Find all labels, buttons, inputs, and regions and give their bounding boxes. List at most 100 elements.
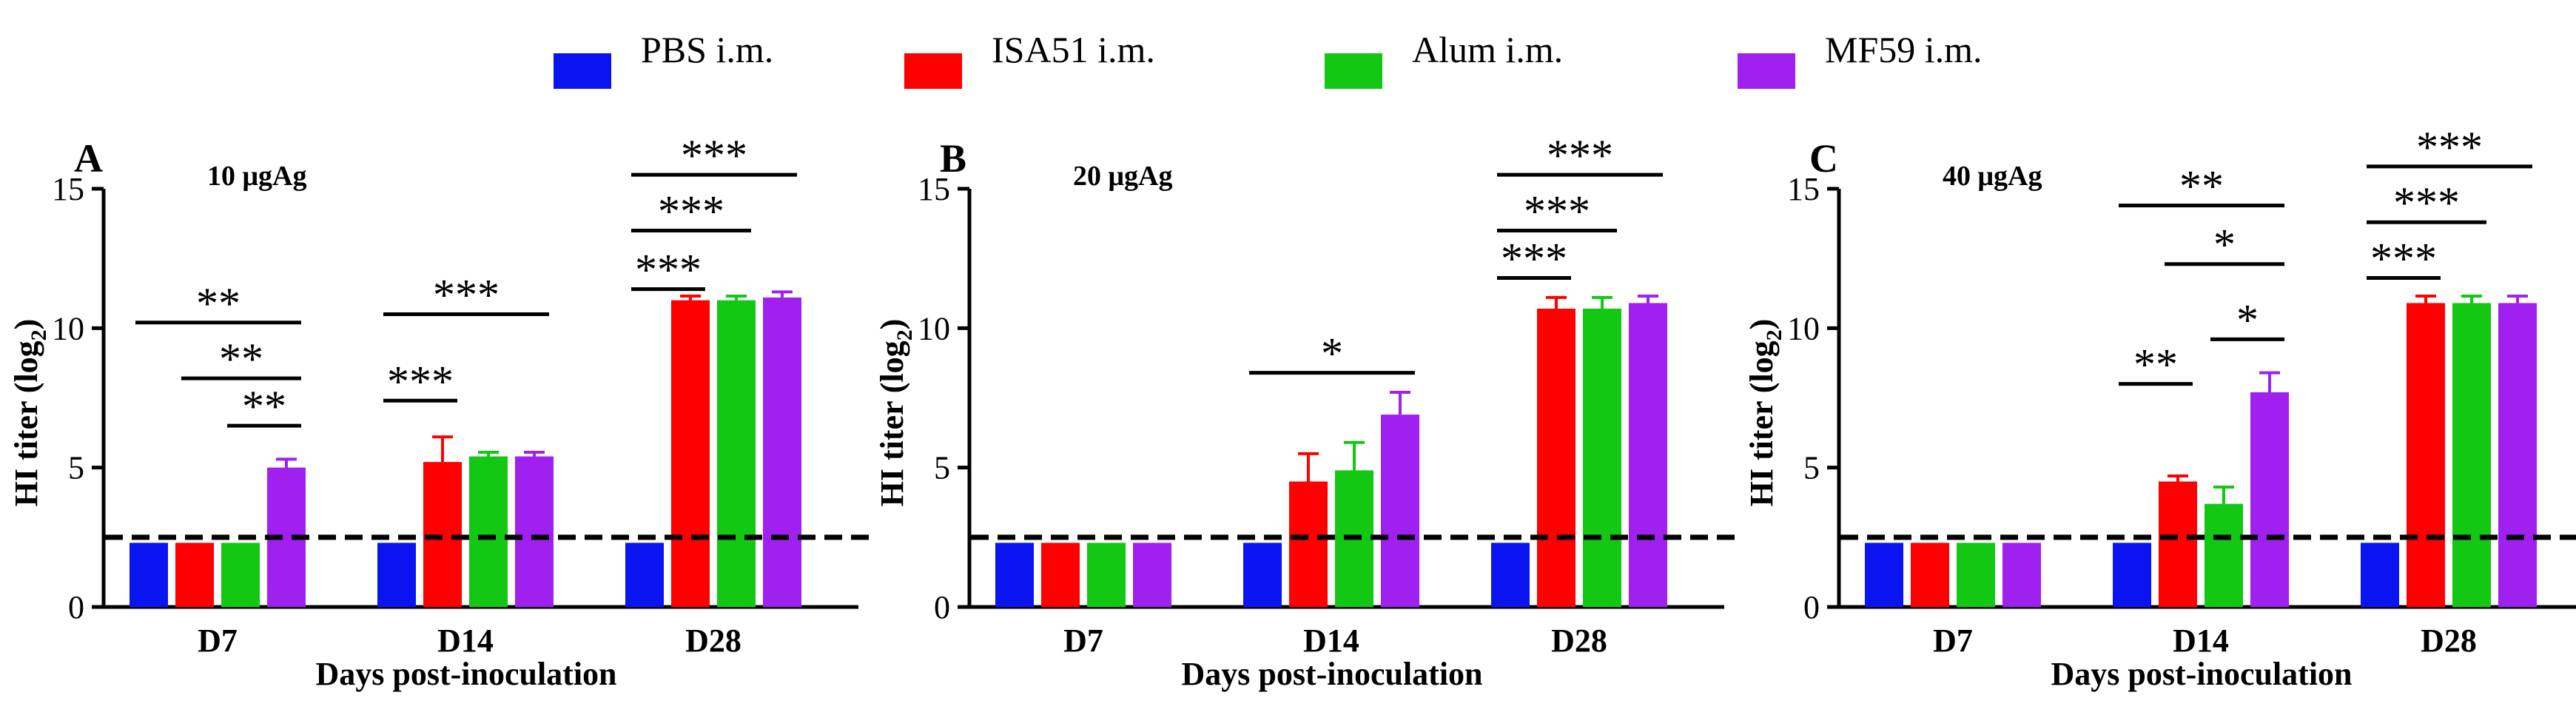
bar bbox=[1041, 543, 1080, 607]
significance-label: *** bbox=[387, 357, 454, 406]
y-axis-label-main: HI titer (log bbox=[1743, 340, 1780, 506]
legend-label-mf59: MF59 i.m. bbox=[1825, 29, 1983, 70]
significance-label: *** bbox=[1547, 131, 1613, 180]
category-label: D7 bbox=[1933, 623, 1973, 659]
significance-label: * bbox=[2236, 295, 2259, 344]
significance-label: ** bbox=[2179, 162, 2224, 211]
y-axis-label-close: ) bbox=[1743, 319, 1780, 330]
significance-label: * bbox=[2213, 221, 2236, 269]
panel-letter: A bbox=[74, 136, 103, 181]
significance-label: ** bbox=[219, 335, 263, 383]
y-axis-label: HI titer (log2) bbox=[8, 319, 51, 507]
bar bbox=[2002, 543, 2041, 607]
bar bbox=[671, 300, 710, 607]
significance-label: ** bbox=[2133, 340, 2178, 389]
category-label: D7 bbox=[198, 623, 238, 659]
dose-label: 20 μgAg bbox=[1073, 161, 1172, 192]
legend-swatch-mf59 bbox=[1738, 53, 1795, 89]
legend: PBS i.m. ISA51 i.m. Alum i.m. MF59 i.m. bbox=[0, 0, 2576, 104]
y-axis-label-close: ) bbox=[8, 319, 44, 330]
category-label: D28 bbox=[2421, 623, 2477, 659]
bar bbox=[1289, 481, 1328, 607]
y-tick-label: 15 bbox=[1787, 171, 1820, 207]
bar bbox=[1491, 543, 1530, 607]
y-axis-label-sub: 2 bbox=[892, 329, 917, 340]
dose-label: 40 μgAg bbox=[1943, 161, 2042, 192]
panel-letter: B bbox=[940, 136, 966, 181]
significance-label: * bbox=[1321, 329, 1343, 378]
bar bbox=[2498, 303, 2537, 607]
y-axis-label-main: HI titer (log bbox=[874, 340, 910, 506]
category-label: D14 bbox=[2173, 623, 2229, 659]
bar bbox=[1087, 543, 1126, 607]
bar bbox=[423, 462, 462, 607]
significance-label: ** bbox=[242, 382, 286, 431]
panel-b: 0 5 10 15 HI titer (log2) B 20 μgAg D7 D14 D28 Day… bbox=[874, 131, 1739, 692]
bar bbox=[995, 543, 1034, 607]
bar bbox=[2159, 481, 2197, 607]
bar bbox=[1583, 308, 1621, 607]
bar bbox=[2250, 392, 2289, 607]
y-tick-label: 0 bbox=[934, 589, 950, 625]
y-tick-label: 0 bbox=[1803, 589, 1820, 625]
bar bbox=[2113, 543, 2151, 607]
bar bbox=[763, 297, 801, 607]
dose-label: 10 μgAg bbox=[207, 161, 306, 192]
bar bbox=[2407, 303, 2445, 607]
bar bbox=[625, 543, 664, 607]
bar bbox=[1957, 543, 1995, 607]
significance-label: *** bbox=[681, 131, 747, 180]
x-axis-label: Days post-inoculation bbox=[2051, 656, 2352, 692]
y-tick-label: 0 bbox=[68, 589, 84, 625]
legend-label-alum: Alum i.m. bbox=[1412, 29, 1564, 70]
x-axis-label: Days post-inoculation bbox=[1181, 656, 1482, 692]
y-axis-label: HI titer (log2) bbox=[874, 319, 917, 507]
bar bbox=[377, 543, 416, 607]
y-axis-label-sub: 2 bbox=[1762, 329, 1786, 340]
y-axis-label-sub: 2 bbox=[27, 329, 51, 340]
significance-label: *** bbox=[433, 271, 500, 320]
category-label: D28 bbox=[685, 623, 741, 659]
legend-swatch-alum bbox=[1325, 53, 1382, 89]
y-tick-label: 15 bbox=[52, 171, 84, 207]
bar bbox=[1911, 543, 1949, 607]
legend-swatch-isa51 bbox=[904, 53, 962, 89]
category-label: D28 bbox=[1551, 623, 1607, 659]
legend-label-isa51: ISA51 i.m. bbox=[992, 29, 1155, 70]
bar bbox=[175, 543, 214, 607]
bar bbox=[469, 456, 508, 607]
significance-label: *** bbox=[2416, 123, 2483, 172]
bar bbox=[1537, 308, 1575, 607]
y-tick-label: 15 bbox=[918, 171, 950, 207]
category-label: D14 bbox=[1303, 623, 1359, 659]
bar bbox=[2205, 503, 2243, 607]
legend-swatch-pbs bbox=[554, 53, 611, 89]
significance-label: *** bbox=[635, 246, 702, 295]
y-tick-label: 5 bbox=[68, 450, 84, 486]
bar bbox=[2452, 303, 2491, 607]
panel-a: 0 5 10 15 HI titer (log2) A 10 μgAg D7 D14 D28 Day… bbox=[8, 131, 873, 692]
significance-label: *** bbox=[2393, 178, 2460, 227]
x-axis-label: Days post-inoculation bbox=[315, 656, 616, 692]
panel-c: 0 5 10 15 HI titer (log2) C 40 μgAg D7 D14 D28 Day… bbox=[1743, 123, 2576, 692]
y-tick-label: 5 bbox=[1803, 450, 1820, 486]
bar bbox=[1865, 543, 1903, 607]
y-tick-label: 10 bbox=[52, 310, 84, 346]
category-label: D14 bbox=[437, 623, 494, 659]
y-axis-label-close: ) bbox=[874, 319, 910, 330]
y-axis-label: HI titer (log2) bbox=[1743, 319, 1786, 507]
significance-label: *** bbox=[658, 187, 724, 236]
bar bbox=[1243, 543, 1282, 607]
panel-letter: C bbox=[1809, 136, 1838, 181]
significance-label: *** bbox=[1501, 235, 1567, 283]
y-tick-label: 5 bbox=[934, 450, 950, 486]
bar bbox=[1629, 303, 1667, 607]
significance-label: *** bbox=[2370, 235, 2437, 283]
category-label: D7 bbox=[1063, 623, 1103, 659]
y-tick-label: 10 bbox=[1787, 310, 1820, 346]
bar bbox=[717, 300, 756, 607]
legend-label-pbs: PBS i.m. bbox=[641, 29, 774, 70]
y-tick-label: 10 bbox=[918, 310, 950, 346]
bar bbox=[2361, 543, 2399, 607]
